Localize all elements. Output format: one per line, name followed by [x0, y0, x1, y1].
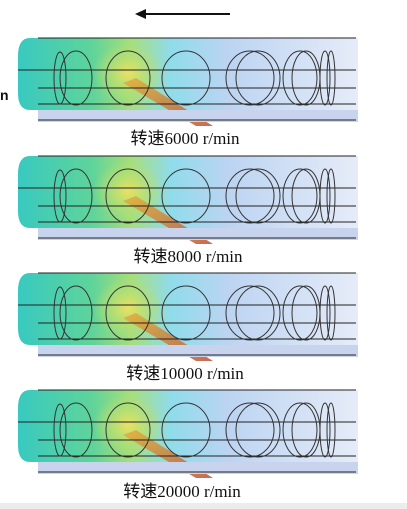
bottom-strip	[0, 503, 407, 509]
flow-panel	[17, 389, 359, 479]
flow-panel	[17, 272, 359, 362]
caption: 转速6000 r/min	[130, 129, 240, 148]
side-label: n	[0, 87, 9, 103]
caption: 转速8000 r/min	[133, 247, 243, 266]
flow-panel	[17, 155, 359, 245]
flow-panel	[17, 37, 359, 127]
arrow-head	[135, 9, 146, 19]
caption: 转速10000 r/min	[126, 364, 244, 383]
caption: 转速20000 r/min	[123, 482, 241, 501]
